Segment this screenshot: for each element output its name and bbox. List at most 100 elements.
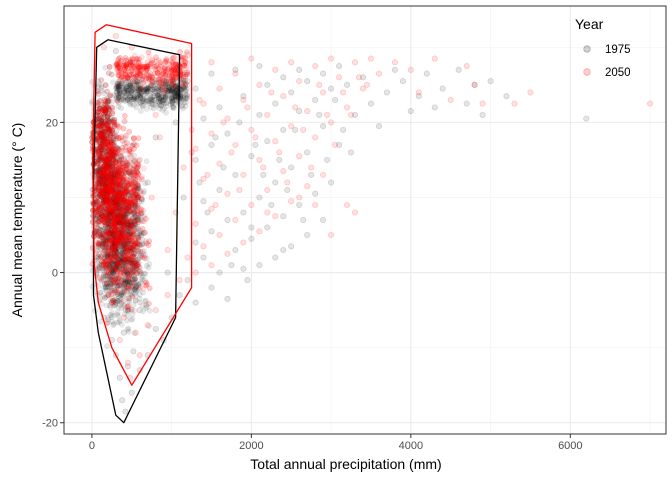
data-point [163,85,170,92]
data-point [116,241,122,248]
data-point [115,103,122,110]
data-point [95,225,102,232]
data-point [180,194,187,201]
data-point [135,264,142,270]
data-point [111,264,117,271]
data-point [107,261,114,267]
data-point [280,126,287,133]
data-point [130,169,136,176]
data-point [122,408,129,415]
data-point [109,149,115,156]
data-point [111,240,118,247]
data-point [97,156,103,162]
data-point [170,93,176,100]
data-point [127,268,133,275]
data-point [127,189,134,196]
data-point [105,217,112,224]
data-point [116,87,123,93]
data-point [224,216,231,224]
data-point [109,199,116,205]
data-point [105,211,112,217]
data-point [121,118,128,125]
data-point [111,239,117,246]
data-point [114,259,120,265]
data-point [139,241,146,248]
data-point [108,266,115,272]
data-point [161,94,167,101]
data-point [248,153,255,160]
data-point [115,181,122,188]
data-point [165,76,172,83]
data-point [106,161,113,168]
data-point [228,262,235,269]
data-point [112,168,119,174]
data-point [104,110,111,117]
data-point [137,188,144,195]
data-point [101,292,107,299]
data-point [224,130,231,137]
data-point [140,80,147,86]
data-point [109,98,115,105]
data-point [118,321,125,328]
data-point [240,209,247,216]
data-point [120,262,126,269]
data-point [112,48,119,55]
data-point [130,245,136,252]
data-point [383,89,390,96]
data-point [97,296,104,302]
data-point [127,264,134,271]
data-point [102,205,108,211]
data-point [268,201,275,209]
data-point [130,218,137,225]
data-point [118,305,125,312]
data-point [118,238,124,244]
data-point [105,127,112,134]
data-point [113,163,120,170]
data-point [115,208,122,215]
data-point [200,254,207,261]
data-point [112,169,118,176]
data-point [192,239,199,246]
data-point [98,134,105,140]
data-point [110,178,117,185]
data-point [94,219,101,225]
data-point [135,249,142,256]
data-point [181,99,188,105]
data-point [99,217,106,223]
data-point [332,96,339,103]
data-point [101,237,107,244]
data-point [116,263,122,270]
data-point [135,182,141,189]
data-point [101,144,108,151]
data-point [121,240,127,247]
data-point [131,218,138,225]
data-point [105,316,112,323]
data-point [104,211,110,218]
data-point [116,236,122,243]
data-point [98,104,104,111]
data-point [112,258,119,264]
data-point [89,283,96,290]
data-point [118,254,125,261]
data-point [106,210,112,217]
data-point [118,202,125,208]
data-point [121,281,128,288]
data-point [105,276,111,282]
data-point [168,95,175,102]
data-point [103,196,110,203]
data-point [143,105,150,112]
data-point [145,264,152,271]
data-point [128,88,135,95]
data-point [131,267,138,274]
data-point [145,88,152,95]
data-point [136,307,143,314]
data-point [139,96,146,103]
data-point [102,64,108,71]
data-point [114,188,120,195]
data-point [118,210,125,217]
data-point [123,219,130,225]
data-point [296,66,303,73]
data-point [232,246,239,254]
data-point [110,134,116,141]
